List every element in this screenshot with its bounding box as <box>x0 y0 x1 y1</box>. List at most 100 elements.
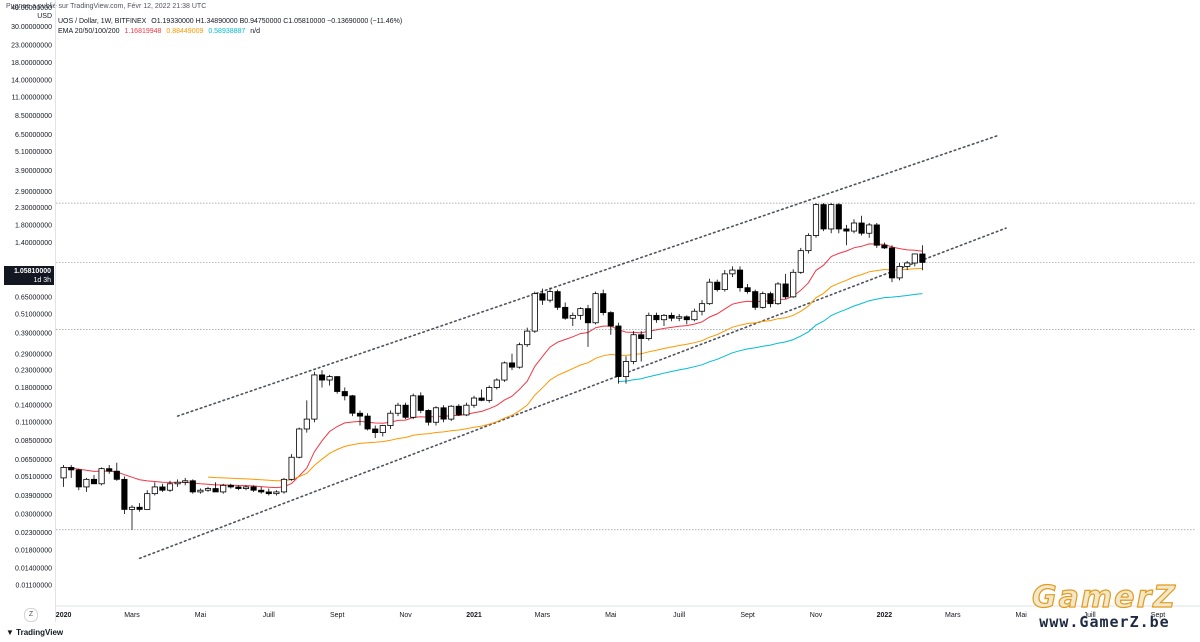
candle-body <box>68 467 75 471</box>
price-axis-top-value: 40.00000000 <box>11 5 52 12</box>
published-text: Pugnae a publié sur TradingView.com, Fév… <box>6 3 207 10</box>
candle-body <box>182 480 189 483</box>
candle-body <box>470 397 478 406</box>
timezone-zoom-button[interactable]: Z <box>24 608 38 622</box>
candle-body <box>820 204 827 230</box>
candle-body <box>752 291 759 308</box>
candle-body <box>577 308 584 316</box>
price-axis[interactable] <box>0 0 56 622</box>
price-axis-currency: 40.00000000 USD <box>6 5 52 21</box>
candle-body <box>387 412 394 426</box>
legend-ohlc: O1.19330000 H1.34890000 B0.94750000 C1.0… <box>151 18 403 25</box>
legend-symbol-row: UOS / Dollar, 1W, BITFINEX O1.19330000 H… <box>58 17 405 27</box>
candle-body <box>531 293 538 332</box>
candle-body <box>676 316 683 319</box>
candle-body <box>911 253 918 264</box>
legend-ema-row: EMA 20/50/100/200 1.16819948 0.88449009 … <box>58 27 405 37</box>
candle-body <box>311 374 318 420</box>
tradingview-brand: TradingView <box>16 628 64 637</box>
y-tick-label: 11.00000000 <box>12 95 52 102</box>
candle-body <box>812 204 820 236</box>
candle-body <box>166 483 174 491</box>
candle-body <box>683 316 690 321</box>
candle-body <box>698 303 706 312</box>
candle-body <box>189 480 196 493</box>
trend-channel-line <box>176 134 1000 417</box>
candle-body <box>638 334 645 339</box>
candle-body <box>90 478 98 485</box>
candle-body <box>448 405 455 420</box>
candle-body <box>60 467 67 479</box>
candle-body <box>326 376 333 381</box>
y-tick-label: 2.30000000 <box>15 205 52 212</box>
x-tick-label: Nov <box>810 612 823 619</box>
tradingview-logo: ▼ TradingView <box>6 628 63 637</box>
y-tick-label: 0.11000000 <box>16 420 53 427</box>
y-tick-label: 0.01100000 <box>16 582 53 589</box>
candle-body <box>714 281 721 291</box>
candle-body <box>767 293 774 305</box>
candle-body <box>554 291 561 308</box>
candle-body <box>873 224 880 246</box>
ema50-line <box>207 268 923 482</box>
y-tick-label: 0.01400000 <box>15 565 52 572</box>
candle-body <box>402 404 409 418</box>
ema100-line <box>618 293 923 382</box>
candle-body <box>729 269 736 275</box>
y-tick-label: 14.00000000 <box>11 78 52 85</box>
candle-body <box>258 489 265 493</box>
x-tick-label: Sept <box>1151 612 1165 619</box>
candle-body <box>797 250 804 273</box>
candle-body <box>455 405 462 416</box>
y-tick-label: 3.90000000 <box>15 168 52 175</box>
x-tick-label: 2021 <box>466 612 482 619</box>
last-price-tag: 1.05810000 1d 3h <box>4 266 54 285</box>
x-tick-label: Sept <box>330 612 344 619</box>
y-tick-label: 0.39000000 <box>15 330 52 337</box>
candle-body <box>478 397 485 401</box>
candle-body <box>881 244 888 249</box>
candle-body <box>98 468 105 485</box>
y-tick-label: 0.05100000 <box>15 474 52 481</box>
candle-body <box>356 412 364 417</box>
y-tick-label: 0.14000000 <box>15 403 52 410</box>
candle-body <box>394 404 402 414</box>
candle-body <box>615 325 622 377</box>
candle-body <box>493 379 500 388</box>
candle-body <box>790 271 797 298</box>
candlestick-chart[interactable]: 30.00000000 23.00000000 18.00000000 14.0000… <box>0 0 1200 626</box>
candle-body <box>622 361 630 377</box>
candle-body <box>524 330 531 346</box>
x-tick-label: Sept <box>740 612 754 619</box>
bottom-bar: Z ▼ TradingView <box>0 608 1200 642</box>
candle-body <box>349 395 356 414</box>
tradingview-logo-icon: ▼ <box>6 628 14 637</box>
last-price-countdown: 1d 3h <box>33 277 51 284</box>
candle-body <box>425 410 432 423</box>
candle-body <box>341 391 348 397</box>
y-tick-label: 1.40000000 <box>15 240 52 247</box>
legend-ema-label[interactable]: EMA 20/50/100/200 <box>58 28 120 35</box>
candle-body <box>136 506 143 510</box>
candle-body <box>562 306 569 319</box>
candle-body <box>546 291 554 301</box>
candle-body <box>410 395 417 418</box>
candle-body <box>645 314 652 339</box>
x-tick-label: 2022 <box>877 612 893 619</box>
y-tick-label: 0.23000000 <box>15 368 52 375</box>
candle-body <box>273 491 280 495</box>
candle-body <box>888 247 896 279</box>
candle-body <box>417 395 424 411</box>
candle-body <box>828 204 835 230</box>
candle-body <box>280 478 288 493</box>
y-tick-label: 0.18000000 <box>15 385 52 392</box>
candle-body <box>318 374 326 381</box>
x-tick-label: Nov <box>399 612 412 619</box>
y-tick-label: 5.10000000 <box>15 149 52 156</box>
candle-body <box>508 362 516 368</box>
candle-body <box>303 418 310 430</box>
candle-body <box>113 470 120 480</box>
legend-symbol[interactable]: UOS / Dollar, 1W, BITFINEX <box>58 18 147 25</box>
watermark-logo: GamerZ <box>1031 580 1178 615</box>
legend-ema200-value: n/d <box>250 28 260 35</box>
